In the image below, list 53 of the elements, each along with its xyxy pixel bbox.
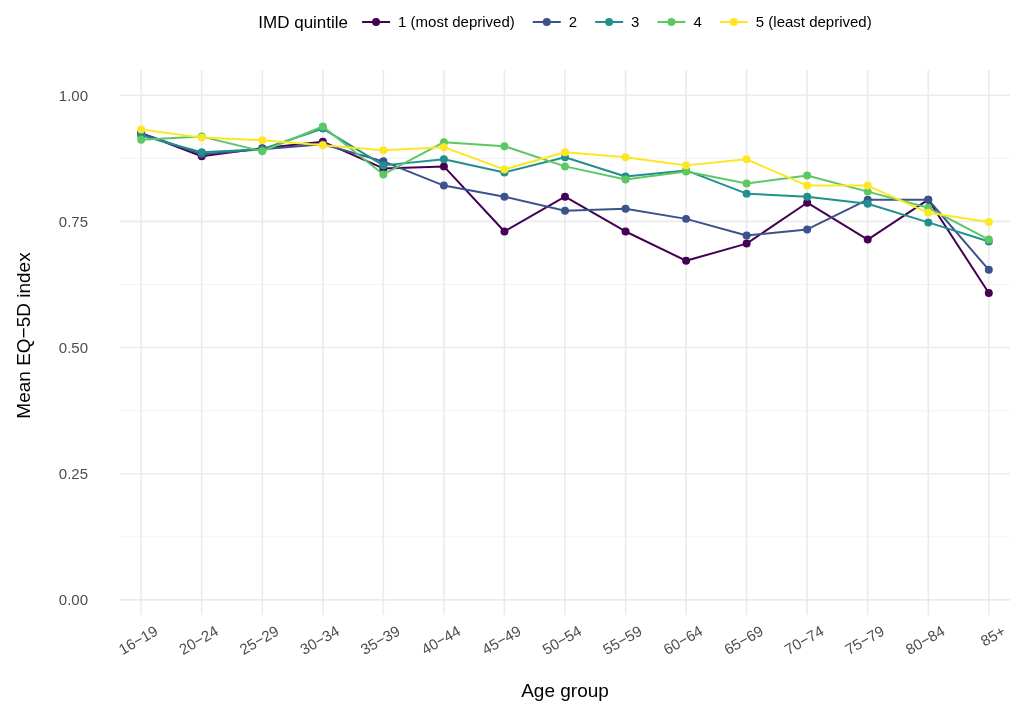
legend-label: 5 (least deprived) [755,13,872,31]
point [682,161,691,170]
point [984,289,993,298]
y-tick-label: 0.00 [58,591,88,609]
point [742,155,751,164]
point [439,181,448,190]
point [803,171,812,180]
point [561,206,569,215]
point [742,239,751,248]
point [621,153,630,162]
point [439,162,448,171]
point [379,146,388,155]
point [863,199,872,208]
point [561,192,569,201]
point [561,148,569,157]
y-tick-label: 0.25 [58,465,88,482]
point [500,227,509,236]
y-axis-title: Mean EQ−5D index [13,251,34,419]
legend-label: 1 (most deprived) [398,13,515,31]
point [621,204,630,213]
point [863,235,872,244]
y-tick-label: 1.00 [58,86,88,104]
point [803,225,812,234]
point [258,136,267,145]
point [137,135,146,144]
point [742,231,751,240]
legend-label: 2 [568,13,578,31]
point [984,265,993,274]
legend-label: 3 [631,13,640,31]
point [439,155,448,164]
point [863,181,872,190]
point [803,192,812,201]
point [742,179,751,188]
point [984,217,993,226]
point [621,227,630,236]
point [500,142,509,151]
point [439,143,448,152]
legend-title: IMD quintile [258,12,349,32]
point [682,214,691,223]
point [561,162,569,171]
point [379,170,388,179]
point [742,189,751,198]
point [803,181,812,190]
y-tick-label: 0.50 [58,338,88,356]
point [137,125,146,134]
point [924,218,933,227]
point [924,208,933,217]
x-axis-title: Age group [521,680,609,701]
legend-label: 4 [693,13,702,31]
x-tick-label: 85+ [977,621,1009,650]
y-tick-label: 0.75 [58,212,88,230]
point [500,192,509,201]
point [682,256,691,265]
